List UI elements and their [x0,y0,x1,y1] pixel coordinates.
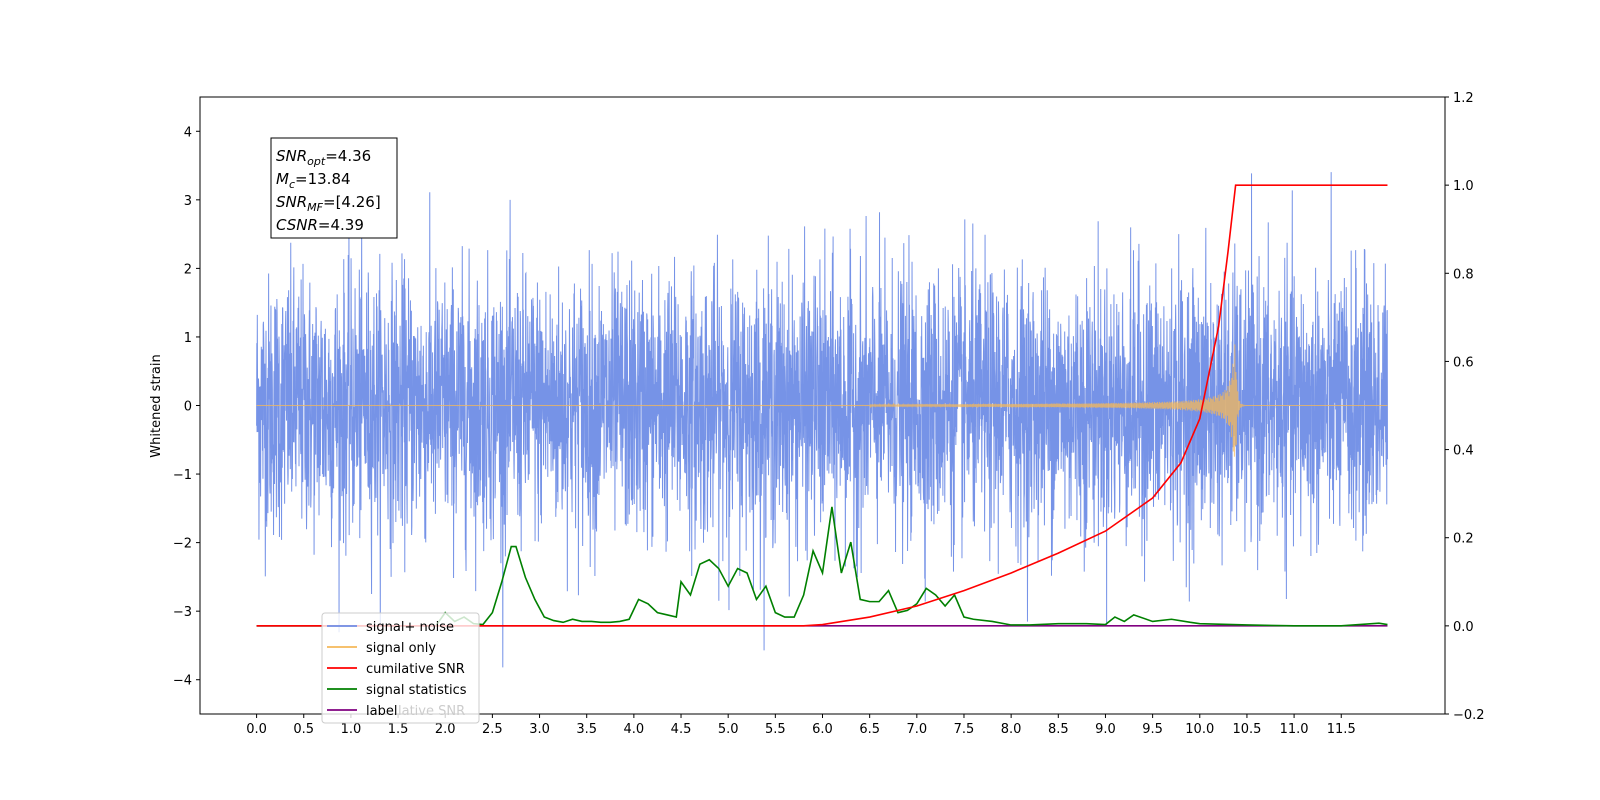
info-box-line: SNRopt=4.36 [276,147,371,168]
info-symbol: SNR [276,193,307,211]
x-tick-label: 10.0 [1185,722,1214,737]
series-signal-plus-noise [256,172,1388,668]
info-subscript: opt [307,155,326,168]
signal-plus-noise-line [256,172,1388,668]
x-axis: 0.0 0.5 1.0 1.5 2.0 2.5 3.0 3.5 4.0 4.5 5.0 5.5 6.0 6… [246,714,1356,737]
legend-label: signal statistics [366,683,467,698]
info-box-frame [270,137,398,239]
x-tick-label: 3.0 [529,722,550,737]
legend-label: signal only [366,641,436,656]
info-value: =13.84 [295,170,351,188]
x-tick-label: 2.5 [482,722,503,737]
info-symbol: SNR [276,147,307,165]
y-right-tick-label: 0.0 [1453,620,1474,635]
series-signal-only [256,344,1388,457]
x-tick-label: 10.5 [1232,722,1261,737]
x-tick-label: 9.5 [1142,722,1163,737]
info-box-line: SNRMF=[4.26] [276,193,381,214]
y-left-tick-label: 4 [184,125,192,140]
x-tick-label: 0.0 [246,722,267,737]
x-tick-label: 11.0 [1280,722,1309,737]
y-left-tick-label: −2 [173,537,192,552]
x-tick-label: 8.5 [1048,722,1069,737]
legend-label: cumilative SNR [366,662,465,677]
x-tick-label: 0.5 [293,722,314,737]
legend-frame [321,612,480,724]
info-value: =4.36 [325,147,371,165]
x-tick-label: 5.5 [765,722,786,737]
x-tick-label: 7.5 [954,722,975,737]
x-tick-label: 11.5 [1327,722,1356,737]
x-tick-label: 6.5 [859,722,880,737]
y-axis-right: −0.2 0.0 0.2 0.4 0.6 0.8 1.0 1.2 [1445,91,1485,723]
legend: signal+ noise signal only cumilative SNR si… [321,612,480,724]
x-tick-label: 9.0 [1095,722,1116,737]
x-tick-label: 4.5 [671,722,692,737]
info-symbol: M [276,170,289,188]
x-tick-label: 7.0 [906,722,927,737]
y-left-tick-label: −1 [173,468,192,483]
x-tick-label: 1.0 [341,722,362,737]
info-value: =[4.26] [323,193,381,211]
legend-label: signal+ noise [366,620,454,635]
x-tick-label: 5.0 [718,722,739,737]
y-right-tick-label: 0.8 [1453,267,1474,282]
info-subscript: MF [307,201,323,214]
y-left-tick-label: 3 [184,194,192,209]
y-right-tick-label: 1.0 [1453,179,1474,194]
info-box-line: CSNR=4.39 [276,216,364,234]
y-axis-label: Whitened strain [149,354,164,457]
y-right-tick-label: −0.2 [1453,708,1485,723]
cumulative-snr-line [256,184,1388,627]
y-right-tick-label: 1.2 [1453,91,1474,106]
signal-only-line [256,344,1388,457]
x-tick-label: 6.0 [812,722,833,737]
y-left-tick-label: 0 [184,400,192,415]
x-tick-label: 1.5 [388,722,409,737]
signal-statistics-line [256,506,1388,627]
info-value: =4.39 [318,216,364,234]
info-symbol: CSNR [276,216,318,234]
x-tick-label: 2.0 [435,722,456,737]
y-axis-left: −4 −3 −2 −1 0 1 2 3 4 [173,125,200,689]
x-tick-label: 4.0 [624,722,645,737]
y-right-tick-label: 0.6 [1453,355,1474,370]
y-left-tick-label: −4 [173,674,192,689]
y-left-tick-label: 1 [184,331,192,346]
x-tick-label: 3.5 [576,722,597,737]
y-right-tick-label: 0.4 [1453,444,1474,459]
legend-label: label [366,704,397,719]
x-tick-label: 8.0 [1001,722,1022,737]
info-box-line: Mc=13.84 [276,170,351,191]
legend-ghost-label: lative SNR [398,704,465,719]
info-subscript: c [289,178,295,191]
y-left-tick-label: −3 [173,605,192,620]
y-right-tick-label: 0.2 [1453,532,1474,547]
y-left-tick-label: 2 [184,262,192,277]
